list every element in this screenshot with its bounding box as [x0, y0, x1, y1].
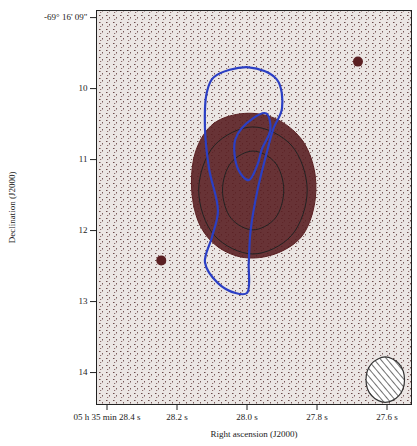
svg-text:28.2 s: 28.2 s: [166, 412, 188, 422]
svg-text:12: 12: [79, 225, 88, 235]
svg-text:05 h 35 min 28.4 s: 05 h 35 min 28.4 s: [73, 412, 141, 422]
svg-text:28.0 s: 28.0 s: [236, 412, 258, 422]
svg-text:11: 11: [79, 154, 88, 164]
svg-text:Right ascension (J2000): Right ascension (J2000): [211, 429, 298, 439]
svg-text:27.6 s: 27.6 s: [376, 412, 398, 422]
svg-text:27.8 s: 27.8 s: [306, 412, 328, 422]
svg-text:13: 13: [79, 296, 89, 306]
svg-text:-69° 16' 09": -69° 16' 09": [44, 12, 88, 22]
svg-text:Declination (J2000): Declination (J2000): [7, 172, 17, 244]
svg-text:14: 14: [79, 367, 89, 377]
svg-text:10: 10: [79, 83, 89, 93]
